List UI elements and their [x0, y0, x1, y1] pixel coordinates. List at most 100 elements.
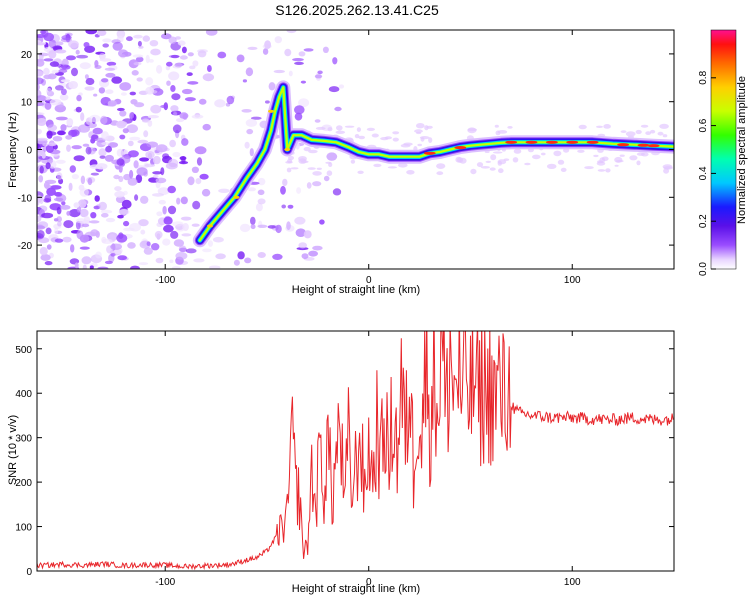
- noise-blob: [107, 142, 119, 148]
- noise-blob: [126, 124, 138, 133]
- noise-blob: [156, 211, 163, 217]
- noise-blob: [80, 112, 85, 121]
- noise-blob: [105, 217, 116, 223]
- noise-blob: [60, 79, 71, 83]
- noise-blob: [322, 46, 329, 53]
- noise-blob: [424, 125, 429, 131]
- noise-blob: [215, 253, 226, 260]
- noise-blob: [90, 212, 97, 219]
- noise-blob: [99, 58, 112, 62]
- noise-blob: [387, 166, 398, 169]
- noise-blob: [250, 216, 256, 225]
- noise-blob: [180, 216, 192, 221]
- noise-blob: [137, 139, 149, 144]
- noise-blob: [147, 120, 153, 127]
- noise-blob: [201, 188, 211, 197]
- noise-blob: [336, 125, 343, 131]
- noise-blob: [42, 143, 49, 147]
- noise-blob: [202, 248, 212, 253]
- noise-blob: [417, 143, 423, 147]
- noise-blob: [54, 238, 64, 243]
- snr-panel: -100 0 100 0 100 200 300 400 500 Height of stra…: [7, 330, 675, 595]
- noise-blob: [37, 225, 46, 230]
- noise-blob: [490, 154, 497, 161]
- noise-blob: [189, 65, 196, 70]
- noise-blob: [659, 123, 669, 129]
- y-tick-label: 0: [26, 567, 32, 578]
- noise-blob: [202, 123, 211, 131]
- noise-blob: [181, 88, 193, 95]
- noise-blob: [257, 224, 268, 228]
- noise-blob: [116, 234, 128, 243]
- noise-blob: [286, 167, 292, 173]
- noise-blob: [507, 126, 513, 129]
- noise-blob: [46, 131, 57, 136]
- noise-blob: [77, 199, 87, 209]
- noise-blob: [344, 125, 355, 128]
- noise-blob: [98, 201, 107, 211]
- noise-blob: [180, 196, 188, 205]
- noise-blob: [59, 204, 71, 210]
- noise-blob: [168, 36, 177, 44]
- noise-blob: [303, 146, 311, 152]
- noise-blob: [268, 82, 276, 91]
- noise-blob: [328, 86, 340, 93]
- noise-blob: [406, 170, 415, 175]
- noise-blob: [196, 157, 203, 166]
- noise-blob: [513, 148, 522, 154]
- noise-blob: [255, 203, 263, 212]
- noise-blob: [257, 189, 265, 196]
- noise-blob: [198, 98, 207, 105]
- noise-blob: [145, 86, 155, 95]
- noise-blob: [315, 126, 326, 130]
- noise-blob: [82, 264, 87, 269]
- noise-blob: [75, 106, 82, 113]
- noise-blob: [175, 36, 181, 40]
- noise-blob: [105, 89, 114, 94]
- noise-blob: [187, 176, 195, 186]
- noise-blob: [119, 82, 132, 91]
- noise-blob: [129, 169, 134, 179]
- noise-blob: [160, 104, 168, 109]
- noise-blob: [68, 81, 78, 89]
- noise-blob: [73, 155, 85, 162]
- noise-blob: [62, 236, 72, 243]
- noise-blob: [312, 245, 323, 251]
- noise-blob: [264, 40, 271, 49]
- y-tick-label: -10: [18, 193, 33, 204]
- noise-blob: [597, 169, 606, 172]
- noise-blob: [106, 61, 117, 66]
- noise-blob: [100, 115, 108, 125]
- noise-blob: [38, 175, 44, 183]
- noise-blob: [116, 148, 124, 157]
- noise-blob: [154, 230, 163, 239]
- noise-blob: [325, 161, 332, 164]
- noise-blob: [186, 72, 193, 76]
- noise-blob: [116, 158, 125, 166]
- noise-blob: [191, 166, 199, 173]
- noise-blob: [44, 261, 53, 266]
- noise-blob: [132, 54, 144, 58]
- noise-blob: [127, 177, 138, 186]
- y-tick-label: 500: [15, 345, 32, 356]
- noise-blob: [191, 114, 204, 119]
- noise-blob: [58, 69, 68, 73]
- noise-blob: [192, 60, 199, 67]
- noise-blob: [53, 218, 59, 222]
- noise-blob: [170, 230, 179, 239]
- noise-blob: [120, 92, 127, 96]
- ridge-peak: [586, 140, 599, 144]
- noise-blob: [144, 163, 156, 168]
- colorbar-tick-label: 0.2: [698, 214, 709, 228]
- noise-blob: [578, 124, 587, 130]
- noise-blob: [46, 87, 52, 95]
- noise-blob: [137, 40, 142, 47]
- noise-blob: [398, 163, 408, 168]
- noise-blob: [101, 142, 110, 146]
- noise-blob: [284, 48, 292, 57]
- noise-blob: [105, 145, 112, 153]
- noise-blob: [104, 260, 113, 265]
- noise-blob: [619, 154, 625, 157]
- noise-blob: [135, 174, 143, 184]
- ridge-peak: [505, 140, 518, 144]
